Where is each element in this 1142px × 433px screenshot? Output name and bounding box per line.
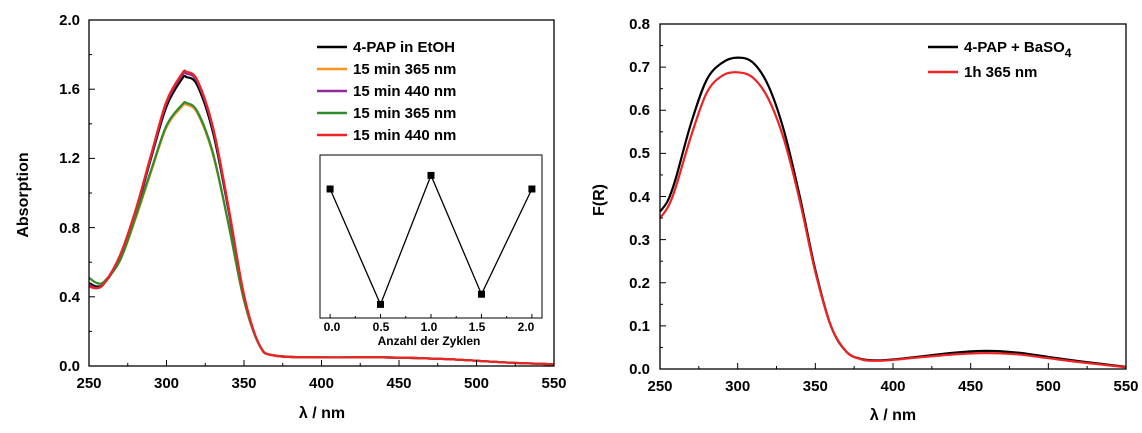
y-axis-label: Absorption: [15, 152, 32, 237]
y-axis-label: F(R): [591, 184, 608, 216]
y-tick-label: 0.0: [59, 358, 80, 375]
chart-reflectance-ticks: [659, 23, 1127, 370]
inset-point: [478, 290, 485, 298]
y-tick-label: 0.4: [59, 289, 81, 306]
x-tick-label: 400: [309, 375, 334, 392]
inset-point: [326, 185, 334, 193]
y-tick-label: 0.1: [629, 318, 650, 335]
x-tick-label: 400: [880, 378, 905, 395]
x-axis-label: λ / nm: [870, 407, 916, 424]
y-tick-label: 0.7: [629, 59, 650, 76]
x-tick-label: 350: [231, 375, 256, 392]
inset-ticks: [329, 314, 533, 318]
inset-point: [427, 171, 435, 179]
y-tick-label: 1.6: [59, 81, 80, 98]
x-tick-label: 500: [1036, 378, 1061, 395]
series-line-2: [659, 71, 1127, 369]
x-tick-label: 350: [803, 378, 828, 395]
x-tick-label: 450: [386, 375, 411, 392]
y-tick-label: 0.4: [629, 189, 651, 206]
legend-label: 15 min 365 nm: [353, 105, 456, 122]
chart-reflectance-series-lines: [659, 56, 1127, 369]
x-tick-label: 250: [647, 378, 672, 395]
chart-absorption-series-lines: [88, 69, 555, 366]
chart-absorption-legend: 4-PAP in EtOH 15 min 365 nm 15 min 440 n…: [317, 39, 456, 144]
inset-x-tick-label: 1.5: [469, 320, 486, 334]
inset-x-tick-label: 0.0: [324, 320, 341, 334]
inset-point: [377, 300, 384, 308]
x-axis-label: λ / nm: [299, 405, 345, 422]
legend-label: 1h 365 nm: [964, 64, 1037, 81]
chart-absorption: 250 300 350 400 450 500 550 0.0 0.4 0.8 …: [15, 12, 567, 422]
series-line-1: [659, 56, 1127, 368]
inset-chart: 0.0 0.5 1.0 1.5 2.0 Anzahl der Zyklen: [319, 154, 543, 348]
y-tick-label: 0.3: [629, 232, 650, 249]
y-tick-label: 1.2: [59, 150, 80, 167]
inset-x-tick-label: 1.0: [421, 320, 438, 334]
legend-label: 15 min 365 nm: [353, 61, 456, 78]
y-tick-label: 0.8: [629, 16, 650, 33]
y-tick-label: 0.0: [629, 361, 650, 378]
legend-label: 15 min 440 nm: [353, 127, 456, 144]
x-tick-label: 500: [464, 375, 489, 392]
chart-reflectance: 250 300 350 400 450 500 550 0.0 0.1 0.2 …: [591, 16, 1139, 424]
x-tick-label: 450: [958, 378, 983, 395]
y-tick-label: 0.5: [629, 145, 650, 162]
inset-x-axis-label: Anzahl der Zyklen: [378, 334, 481, 348]
chart-reflectance-legend: 4-PAP + BaSO4 1h 365 nm: [928, 39, 1072, 81]
legend-label-main: 4-PAP + BaSO: [964, 39, 1065, 56]
x-tick-label: 550: [541, 375, 566, 392]
y-tick-label: 0.6: [629, 102, 650, 119]
legend-label: 4-PAP + BaSO4: [964, 39, 1072, 60]
inset-x-tick-label: 0.5: [373, 320, 390, 334]
y-tick-label: 0.8: [59, 220, 80, 237]
y-tick-label: 2.0: [59, 12, 80, 29]
x-tick-label: 300: [154, 375, 179, 392]
x-tick-label: 250: [76, 375, 101, 392]
chart-absorption-frame: [88, 19, 555, 367]
legend-label: 15 min 440 nm: [353, 83, 456, 100]
x-tick-label: 550: [1113, 378, 1138, 395]
legend-label: 4-PAP in EtOH: [353, 39, 455, 56]
series-line-5: [88, 69, 555, 366]
y-tick-label: 0.2: [629, 275, 650, 292]
inset-x-tick-label: 2.0: [518, 320, 535, 334]
inset-frame: [319, 154, 543, 319]
inset-marks: [326, 171, 536, 308]
chart-reflectance-frame: [659, 23, 1127, 370]
inset-point: [528, 185, 536, 193]
legend-label-subscript: 4: [1065, 46, 1072, 60]
x-tick-label: 300: [725, 378, 750, 395]
